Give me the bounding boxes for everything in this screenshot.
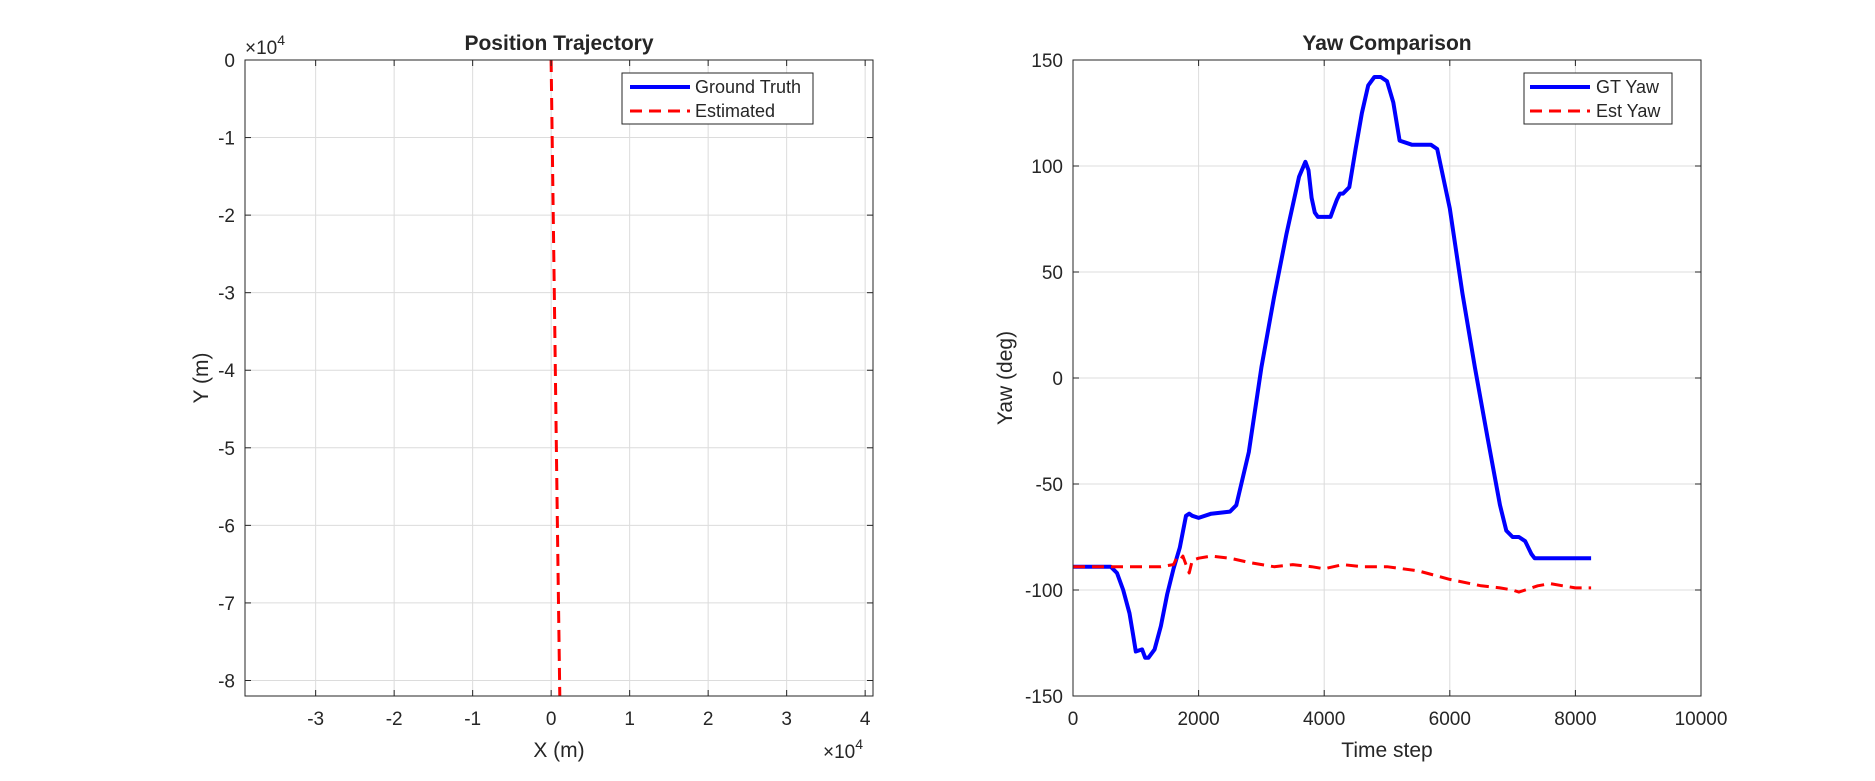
plot1-ylabel: Y (m) [190, 353, 213, 404]
plot2-title: Yaw Comparison [1302, 32, 1471, 55]
plot1-legend-box [621, 72, 814, 125]
plot1-ytick-label-1: -1 [218, 129, 235, 150]
plot1-xtick-label-5: 2 [703, 709, 714, 730]
plot1-legend-ground-truth-label: Ground Truth [695, 77, 801, 97]
plot2-ytick-label-6: -150 [1025, 687, 1063, 708]
plot1-y-exp-base: ×10 [245, 38, 277, 59]
plot2-ytick-label-3: 0 [1052, 369, 1063, 390]
plot1-xtick-label-7: 4 [860, 709, 871, 730]
plot1-series-estimated-line [549, 59, 562, 697]
plot2-ytick-label-5: -100 [1025, 581, 1063, 602]
plot1-y-exponent: ×104 [245, 32, 285, 59]
plot2-xlabel: Time step [1341, 739, 1432, 762]
plot1-xlabel: X (m) [533, 739, 584, 762]
plot1-ytick-label-3: -3 [218, 284, 235, 305]
plot2-legend-box [1523, 72, 1673, 125]
plot1-legend-estimated-label: Estimated [695, 101, 775, 121]
plot2-ytick-label-1: 100 [1031, 157, 1063, 178]
plot1-ytick-label-4: -4 [218, 361, 235, 382]
plot1-ytick-label-6: -6 [218, 516, 235, 537]
position-trajectory-plot: -3 -2 -1 0 1 2 3 4 0 -1 -2 -3 -4 -5 -6 -7 -8 Position Tr… [190, 32, 874, 763]
yaw-comparison-plot: 0 2000 4000 6000 8000 10000 150 100 50 0 -50 -100 -1… [994, 32, 1727, 762]
plot2-ytick-label-4: -50 [1036, 475, 1063, 496]
plot1-ytick-label-2: -2 [218, 206, 235, 227]
plot1-ticks: -3 -2 -1 0 1 2 3 4 0 -1 -2 -3 -4 -5 -6 -7 -8 [218, 51, 873, 730]
plot1-axes-box [244, 59, 874, 697]
plot2-xtick-label-2: 4000 [1303, 709, 1345, 730]
plot2-ytick-label-0: 150 [1031, 51, 1063, 72]
plot1-series [549, 59, 562, 697]
plot1-x-exp-power: 4 [855, 736, 863, 752]
plot2-series-est-yaw-line [1073, 554, 1592, 594]
plot2-legend-est-yaw-label: Est Yaw [1596, 101, 1661, 121]
plot1-xtick-label-0: -3 [307, 709, 324, 730]
plot1-xtick-label-1: -2 [386, 709, 403, 730]
plot1-ytick-label-8: -8 [218, 671, 235, 692]
plot1-xtick-label-2: -1 [464, 709, 481, 730]
plot2-ytick-label-2: 50 [1042, 263, 1063, 284]
plot1-x-exponent: ×104 [823, 736, 863, 763]
plot1-title: Position Trajectory [464, 32, 653, 55]
plot2-xtick-label-1: 2000 [1177, 709, 1219, 730]
plot2-xtick-label-3: 6000 [1429, 709, 1471, 730]
plot2-ticks: 0 2000 4000 6000 8000 10000 150 100 50 0 -50 -100 -1… [1025, 51, 1727, 730]
plot1-xtick-label-3: 0 [546, 709, 557, 730]
plot1-ytick-label-0: 0 [224, 51, 235, 72]
plot2-series-gt-yaw-line [1073, 75, 1592, 660]
plot2-ylabel: Yaw (deg) [994, 331, 1017, 425]
plot1-x-exp-base: ×10 [823, 742, 855, 763]
plot2-xtick-label-5: 10000 [1675, 709, 1728, 730]
plot1-xtick-label-6: 3 [781, 709, 792, 730]
plot2-legend-gt-yaw-label: GT Yaw [1596, 77, 1660, 97]
plot1-ytick-label-7: -7 [218, 594, 235, 615]
plot1-background [245, 60, 873, 696]
plot2-xtick-label-0: 0 [1068, 709, 1079, 730]
plot2-series [1073, 75, 1592, 660]
plot1-legend: Ground Truth Estimated [621, 72, 814, 125]
plot2-legend: GT Yaw Est Yaw [1523, 72, 1673, 125]
plot1-ytick-label-5: -5 [218, 439, 235, 460]
plot1-y-exp-power: 4 [277, 32, 285, 48]
plot1-xtick-label-4: 1 [624, 709, 635, 730]
plot2-xtick-label-4: 8000 [1554, 709, 1596, 730]
